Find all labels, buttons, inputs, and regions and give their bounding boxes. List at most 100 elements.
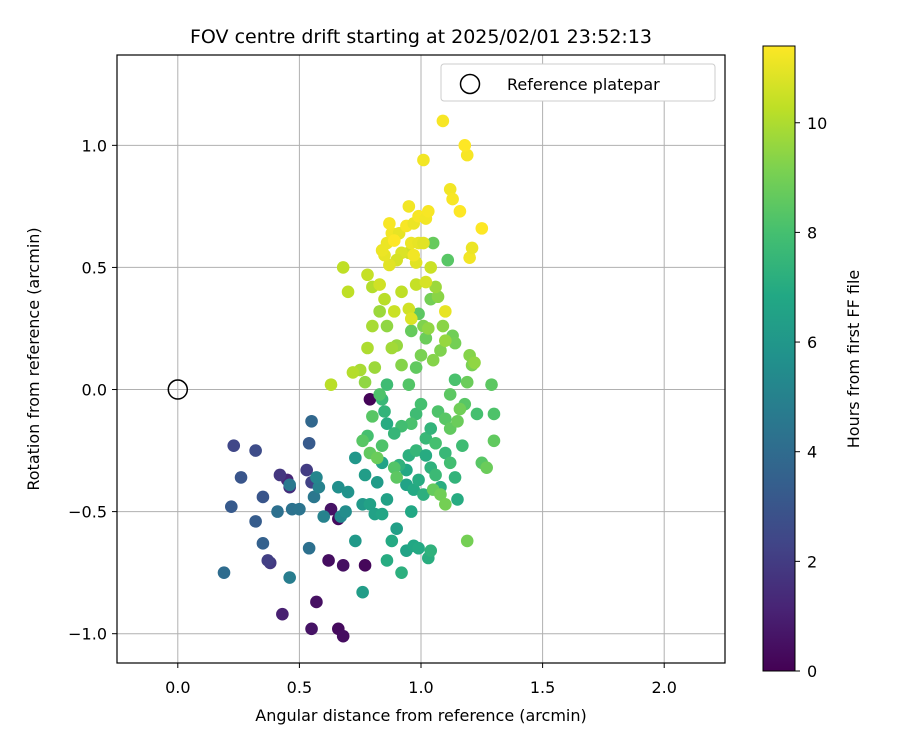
data-point — [480, 461, 493, 474]
data-point — [419, 275, 433, 289]
data-point — [366, 319, 379, 333]
data-point — [358, 559, 372, 572]
data-point — [378, 292, 391, 306]
data-point — [322, 554, 335, 567]
data-point — [412, 473, 425, 487]
data-point — [419, 449, 433, 462]
data-point — [441, 253, 455, 267]
data-point — [456, 439, 469, 452]
data-point — [375, 439, 389, 452]
data-point — [307, 490, 321, 504]
data-point — [390, 522, 403, 536]
data-point — [380, 554, 394, 567]
data-point — [463, 251, 476, 264]
data-point — [448, 471, 462, 484]
data-point — [395, 566, 408, 579]
data-point — [385, 341, 399, 355]
data-point — [417, 488, 430, 501]
data-point — [293, 502, 306, 516]
data-point — [305, 414, 318, 428]
data-point — [390, 471, 403, 484]
data-point — [421, 204, 435, 218]
legend-label-reference: Reference platepar — [507, 75, 660, 94]
data-point — [271, 505, 284, 518]
data-point — [387, 234, 401, 247]
data-point — [453, 402, 467, 416]
data-point — [487, 434, 501, 448]
data-point — [431, 290, 445, 304]
data-point — [448, 373, 462, 387]
data-point — [421, 322, 435, 335]
data-point — [460, 148, 474, 162]
data-point — [475, 222, 489, 235]
scatter-points — [217, 114, 501, 643]
data-point — [453, 204, 467, 218]
data-point — [380, 378, 394, 391]
data-point — [436, 319, 450, 333]
data-point — [227, 439, 241, 452]
data-point — [426, 236, 440, 250]
data-point — [339, 505, 352, 518]
data-point — [409, 361, 423, 374]
data-point — [336, 261, 350, 274]
data-point — [429, 436, 442, 450]
data-point — [368, 361, 382, 374]
data-point — [439, 334, 452, 347]
data-point — [217, 566, 231, 579]
data-point — [395, 285, 408, 299]
data-point — [402, 302, 416, 316]
data-point — [380, 319, 394, 333]
reference-marker-group — [167, 379, 189, 400]
data-point — [409, 444, 423, 457]
data-point — [261, 554, 275, 567]
data-point — [439, 446, 452, 460]
data-point — [332, 480, 345, 494]
data-point — [317, 510, 331, 523]
legend: Reference platepar — [440, 63, 716, 102]
data-point — [349, 451, 362, 465]
data-point — [439, 497, 452, 511]
data-point — [249, 444, 262, 457]
x-tick-label: 1.0 — [408, 678, 433, 697]
data-point — [434, 344, 447, 357]
data-point — [349, 534, 362, 548]
data-point — [387, 461, 401, 474]
data-point — [346, 366, 360, 379]
y-tick-label: −0.5 — [68, 503, 107, 522]
colorbar-label: Hours from first FF file — [844, 270, 863, 449]
x-tick-label: 2.0 — [651, 678, 676, 697]
data-point — [312, 480, 326, 494]
data-point — [378, 405, 391, 418]
data-point — [451, 493, 464, 506]
y-tick-label: −1.0 — [68, 625, 107, 644]
data-point — [356, 585, 369, 599]
data-point — [380, 417, 394, 431]
data-point — [283, 478, 296, 492]
data-point — [412, 541, 425, 555]
data-point — [385, 534, 399, 548]
data-point — [273, 468, 287, 482]
data-point — [426, 353, 440, 367]
data-point — [436, 114, 450, 128]
data-point — [387, 427, 401, 440]
data-point — [465, 241, 479, 255]
data-point — [443, 182, 457, 196]
y-tick-label: 1.0 — [82, 136, 107, 155]
data-point — [404, 324, 418, 338]
data-point — [470, 407, 484, 421]
data-point — [404, 417, 418, 431]
reference-platepar-marker — [167, 379, 189, 400]
data-point — [429, 468, 442, 482]
data-point — [460, 375, 474, 389]
data-point — [324, 378, 338, 391]
data-point — [434, 488, 447, 501]
data-point — [341, 285, 355, 299]
data-point — [336, 629, 350, 643]
data-point — [446, 192, 459, 206]
x-tick-label: 1.5 — [530, 678, 555, 697]
data-point — [225, 500, 238, 514]
x-axis-label: Angular distance from reference (arcmin) — [255, 706, 586, 725]
data-point — [417, 236, 430, 250]
data-point — [358, 375, 372, 389]
